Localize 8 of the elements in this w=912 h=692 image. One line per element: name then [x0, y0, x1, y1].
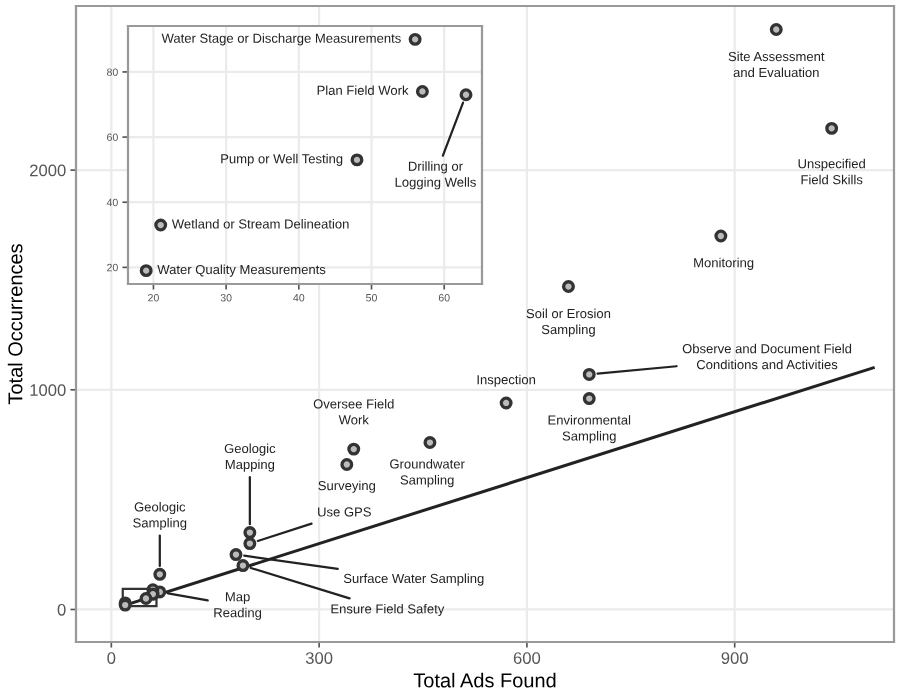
x-tick-label: 300 [305, 652, 333, 664]
x-axis-title: Total Ads Found [413, 672, 556, 688]
x-tick-label: 600 [513, 652, 541, 664]
x-tick-label: 900 [721, 652, 748, 664]
y-tick-label: 0 [57, 603, 66, 616]
y-axis-title: Total Occurrences [7, 244, 23, 405]
y-tick-label: 2000 [30, 164, 66, 177]
y-tick-label: 1000 [30, 384, 66, 396]
